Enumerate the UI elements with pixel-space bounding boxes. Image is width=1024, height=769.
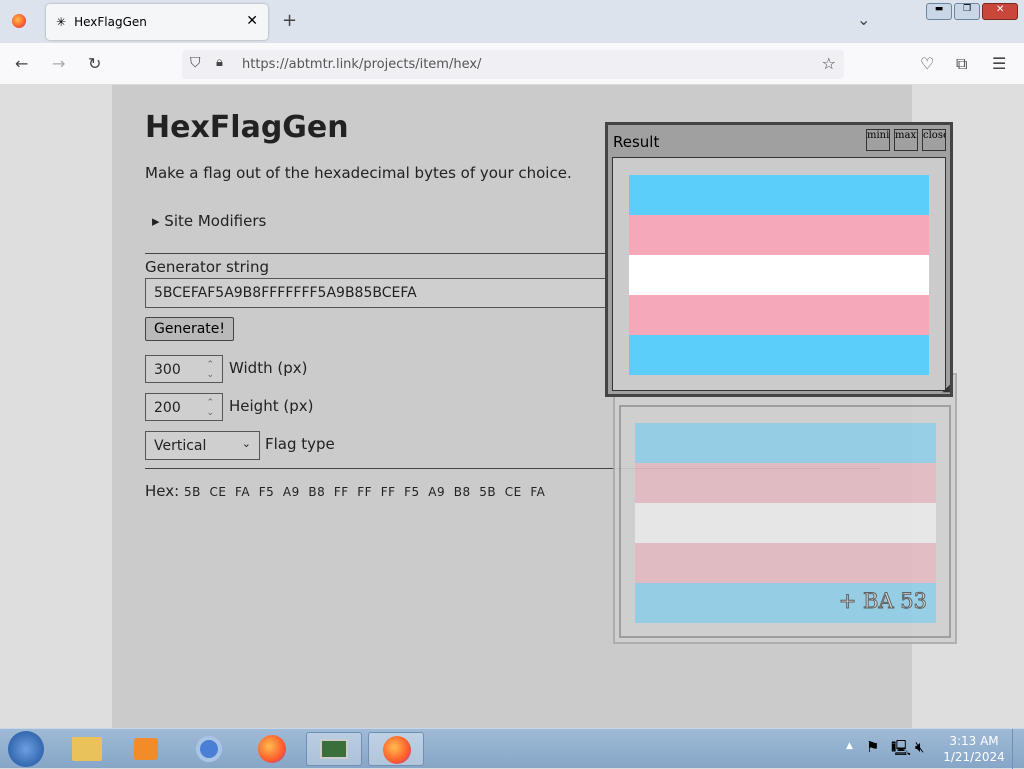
clock-date: 1/21/2024	[943, 750, 1005, 764]
close-window-button[interactable]: ✕	[982, 3, 1019, 20]
clock[interactable]: 3:13 AM 1/21/2024	[940, 733, 1008, 765]
ghost-flag	[635, 423, 936, 623]
volume-muted-icon[interactable]: 🔇︎	[915, 738, 925, 756]
media-player-icon[interactable]	[120, 732, 176, 766]
firefox-active-icon[interactable]	[368, 732, 424, 766]
url-bar[interactable]: ⛉ 🔒︎ https://abtmtr.link/projects/item/h…	[182, 50, 844, 79]
flag-stripe	[629, 335, 929, 375]
flag-stripe	[629, 215, 929, 255]
flag-type-value: Vertical	[154, 438, 207, 454]
generator-label: Generator string	[145, 258, 269, 276]
tab-bar: ✳ HexFlagGen ✕ + ⌄ ▬ ❐ ✕	[0, 0, 1024, 43]
firefox-menu-icon[interactable]	[12, 14, 26, 28]
generate-button[interactable]: Generate!	[145, 317, 234, 341]
page-margin-left	[0, 85, 112, 728]
window-controls: ▬ ❐ ✕	[926, 3, 1019, 20]
hex-bytes: 5B CE FA F5 A9 B8 FF FF FF F5 A9 B8 5B C…	[183, 485, 546, 499]
back-icon[interactable]: ←	[15, 54, 29, 73]
chevron-down-icon: ⌄	[241, 437, 251, 450]
task-manager-icon[interactable]	[306, 732, 362, 766]
width-label: Width (px)	[229, 359, 308, 377]
site-modifiers-toggle[interactable]: ▸ Site Modifiers	[152, 212, 267, 230]
ghost-result-window: + BA 53	[613, 373, 957, 644]
tab-hexflaggen[interactable]: ✳ HexFlagGen ✕	[46, 4, 268, 40]
flag-stripe	[629, 255, 929, 295]
width-value: 300	[154, 362, 181, 378]
close-tab-icon[interactable]: ✕	[246, 13, 258, 29]
pocket-icon[interactable]: ♡	[920, 54, 935, 73]
result-body	[612, 157, 946, 391]
restore-button[interactable]: ❐	[954, 3, 981, 20]
height-value: 200	[154, 400, 181, 416]
flag-preview	[629, 175, 929, 375]
page-title: HexFlagGen	[145, 110, 349, 145]
show-desktop-button[interactable]	[1012, 729, 1024, 769]
show-hidden-icons[interactable]: ▲	[846, 741, 853, 751]
flag-stripe	[629, 295, 929, 335]
height-label: Height (px)	[229, 397, 314, 415]
resize-handle-icon[interactable]: ◢	[942, 383, 950, 394]
maximize-button[interactable]: maximize	[894, 129, 918, 151]
page-subtitle: Make a flag out of the hexadecimal bytes…	[145, 164, 572, 182]
bookmark-star-icon[interactable]: ☆	[821, 54, 836, 73]
lock-icon[interactable]: 🔒︎	[216, 55, 223, 70]
list-tabs-chevron-icon[interactable]: ⌄	[857, 10, 871, 29]
clock-time: 3:13 AM	[949, 734, 999, 748]
minimize-button[interactable]: minimize	[866, 129, 890, 151]
url-text[interactable]: https://abtmtr.link/projects/item/hex/	[242, 57, 482, 72]
height-input[interactable]: 200 ⌃ ⌄	[145, 393, 223, 421]
hex-label: Hex:	[145, 482, 180, 500]
flag-stripe	[629, 175, 929, 215]
flag-type-select[interactable]: Vertical ⌄	[145, 431, 260, 460]
nav-bar: ← → ↻ ⛉ 🔒︎ https://abtmtr.link/projects/…	[0, 43, 1024, 85]
chrome-icon[interactable]	[182, 732, 238, 766]
ghost-overlay-text: + BA 53	[838, 589, 927, 614]
firefox-icon[interactable]	[244, 732, 300, 766]
favicon-icon: ✳	[56, 15, 67, 29]
shield-icon[interactable]: ⛉	[190, 55, 201, 71]
network-icon[interactable]: 🖳︎	[891, 739, 912, 757]
extensions-icon[interactable]: ⧉	[956, 54, 968, 73]
result-title: Result	[613, 133, 660, 151]
hex-output: Hex: 5B CE FA F5 A9 B8 FF FF FF F5 A9 B8…	[145, 482, 545, 500]
new-tab-icon[interactable]: +	[282, 10, 298, 31]
start-button[interactable]	[8, 731, 44, 767]
divider	[145, 468, 880, 469]
reload-icon[interactable]: ↻	[88, 54, 102, 73]
minimize-button[interactable]: ▬	[926, 3, 953, 20]
action-center-icon[interactable]: ⚑	[866, 738, 880, 756]
menu-icon[interactable]: ☰	[992, 54, 1007, 73]
flag-type-label: Flag type	[265, 435, 335, 453]
spinner-icon[interactable]: ⌃ ⌄	[206, 398, 214, 418]
width-input[interactable]: 300 ⌃ ⌄	[145, 355, 223, 383]
forward-icon[interactable]: →	[52, 54, 66, 73]
taskbar: ▲ ⚑ 🖳︎ 🔇︎ 3:13 AM 1/21/2024	[0, 728, 1024, 769]
close-button[interactable]: close	[922, 129, 946, 151]
generator-string-input[interactable]: 5BCEFAF5A9B8FFFFFFF5A9B85BCEFA	[145, 278, 607, 308]
divider	[145, 253, 607, 254]
tab-title: HexFlagGen	[74, 15, 147, 29]
result-window[interactable]: Result minimize maximize close ◢	[605, 122, 953, 397]
spinner-icon[interactable]: ⌃ ⌄	[206, 360, 214, 380]
explorer-icon[interactable]	[60, 732, 116, 766]
